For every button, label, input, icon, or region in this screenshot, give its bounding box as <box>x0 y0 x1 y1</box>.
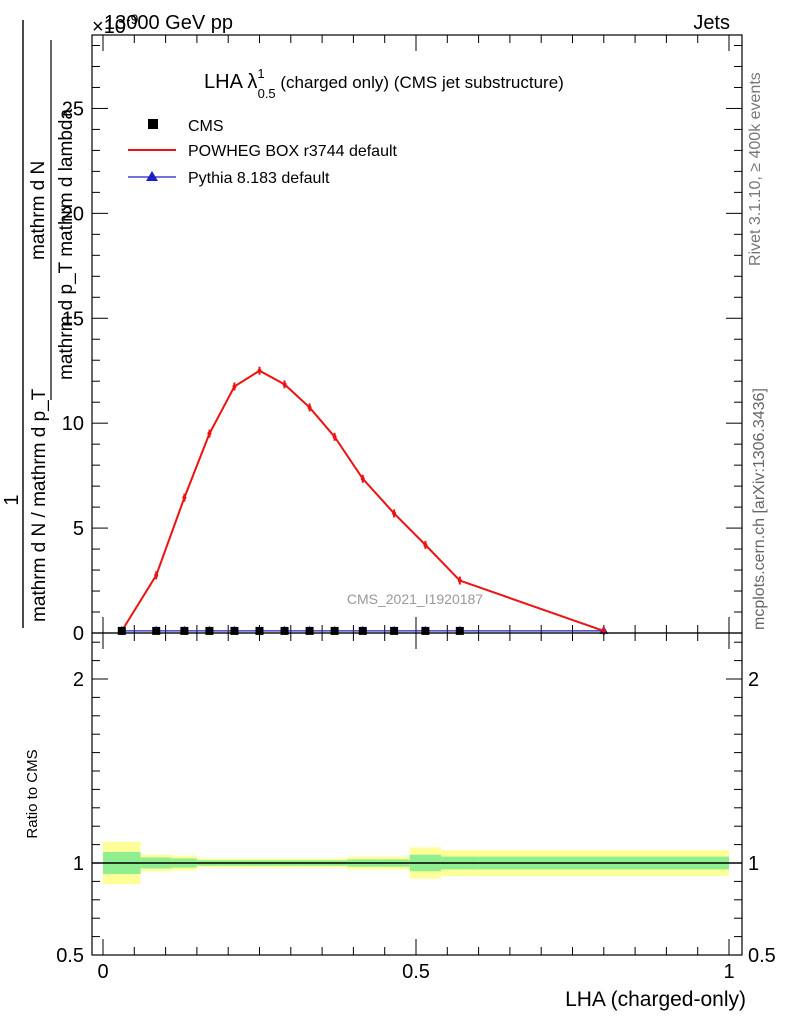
upper-ytick-label: 0 <box>73 623 84 645</box>
legend-marker-cms <box>148 119 158 129</box>
cms-point <box>421 626 430 635</box>
upper-ytick-label: 5 <box>73 518 84 540</box>
ratio-bands <box>92 841 742 885</box>
svg-text:mathrm d N / mathrm d p_T: mathrm d N / mathrm d p_T <box>29 388 50 622</box>
powheg-point <box>392 511 397 516</box>
xtick-label: 0 <box>97 961 108 983</box>
upper-ytick-label: 15 <box>62 308 84 330</box>
legend-marker-pythia <box>146 171 158 181</box>
xlabel: LHA (charged-only) <box>565 988 746 1011</box>
upper-ytick-label: 25 <box>62 98 84 120</box>
xtick-label: 0.5 <box>402 961 430 983</box>
mcplots-label: mcplots.cern.ch [arXiv:1306.3436] <box>751 388 768 630</box>
xtick-label: 1 <box>723 961 734 983</box>
header-right: Jets <box>693 12 730 34</box>
main-title: LHA λ1 0.5 (charged only) (CMS jet substr… <box>204 66 564 101</box>
lower-axes: 0.5 0.5 1 1 2 2 0 0.5 1 <box>56 633 776 983</box>
upper-ylabel: 1 mathrm d N / mathrm d p_T mathrm d N m… <box>1 20 77 628</box>
cms-point <box>117 626 126 635</box>
svg-text:mathrm d N: mathrm d N <box>28 161 49 260</box>
cms-point <box>230 626 239 635</box>
lower-ytick-label-right: 0.5 <box>748 945 776 967</box>
powheg-point <box>360 476 365 481</box>
lower-ytick-label-right: 2 <box>748 669 759 691</box>
powheg-point <box>257 368 262 373</box>
legend-label-cms: CMS <box>188 118 224 135</box>
header-left: 13000 GeV pp <box>104 12 233 34</box>
powheg-point <box>232 384 237 389</box>
cms-point <box>255 626 264 635</box>
upper-series <box>117 366 609 635</box>
legend: CMS POWHEG BOX r3744 default Pythia 8.18… <box>128 118 398 187</box>
lower-ytick-label-right: 1 <box>748 853 759 875</box>
cms-point <box>305 626 314 635</box>
exponent-label: ×10-9 <box>92 11 139 38</box>
powheg-point <box>332 434 337 439</box>
analysis-label: CMS_2021_I1920187 <box>347 591 483 607</box>
powheg-point <box>307 405 312 410</box>
cms-point <box>205 626 214 635</box>
lower-frame <box>91 632 743 956</box>
powheg-point <box>282 382 287 387</box>
powheg-line <box>120 369 605 632</box>
legend-label-pythia: Pythia 8.183 default <box>188 170 330 187</box>
cms-point <box>390 626 399 635</box>
lower-ytick-label: 0.5 <box>56 945 84 967</box>
upper-ytick-label: 20 <box>62 203 84 225</box>
upper-ytick-label: 10 <box>62 413 84 435</box>
cms-point <box>152 626 161 635</box>
powheg-point <box>182 495 187 500</box>
powheg-point <box>154 573 159 578</box>
cms-point <box>455 626 464 635</box>
rivet-label: Rivet 3.1.10, ≥ 400k events <box>747 72 764 266</box>
cms-point <box>358 626 367 635</box>
powheg-point <box>457 578 462 583</box>
cms-point <box>180 626 189 635</box>
ratio-ylabel: Ratio to CMS <box>24 749 41 838</box>
cms-point <box>330 626 339 635</box>
powheg-point <box>207 431 212 436</box>
lower-ytick-label: 2 <box>73 669 84 691</box>
powheg-point <box>423 542 428 547</box>
svg-text:1: 1 <box>1 494 23 505</box>
cms-point <box>280 626 289 635</box>
powheg-point <box>601 628 606 633</box>
lower-ytick-label: 1 <box>73 853 84 875</box>
svg-text:mathrm d p_T mathrm d lambda: mathrm d p_T mathrm d lambda <box>56 109 77 380</box>
legend-label-powheg: POWHEG BOX r3744 default <box>188 143 398 160</box>
